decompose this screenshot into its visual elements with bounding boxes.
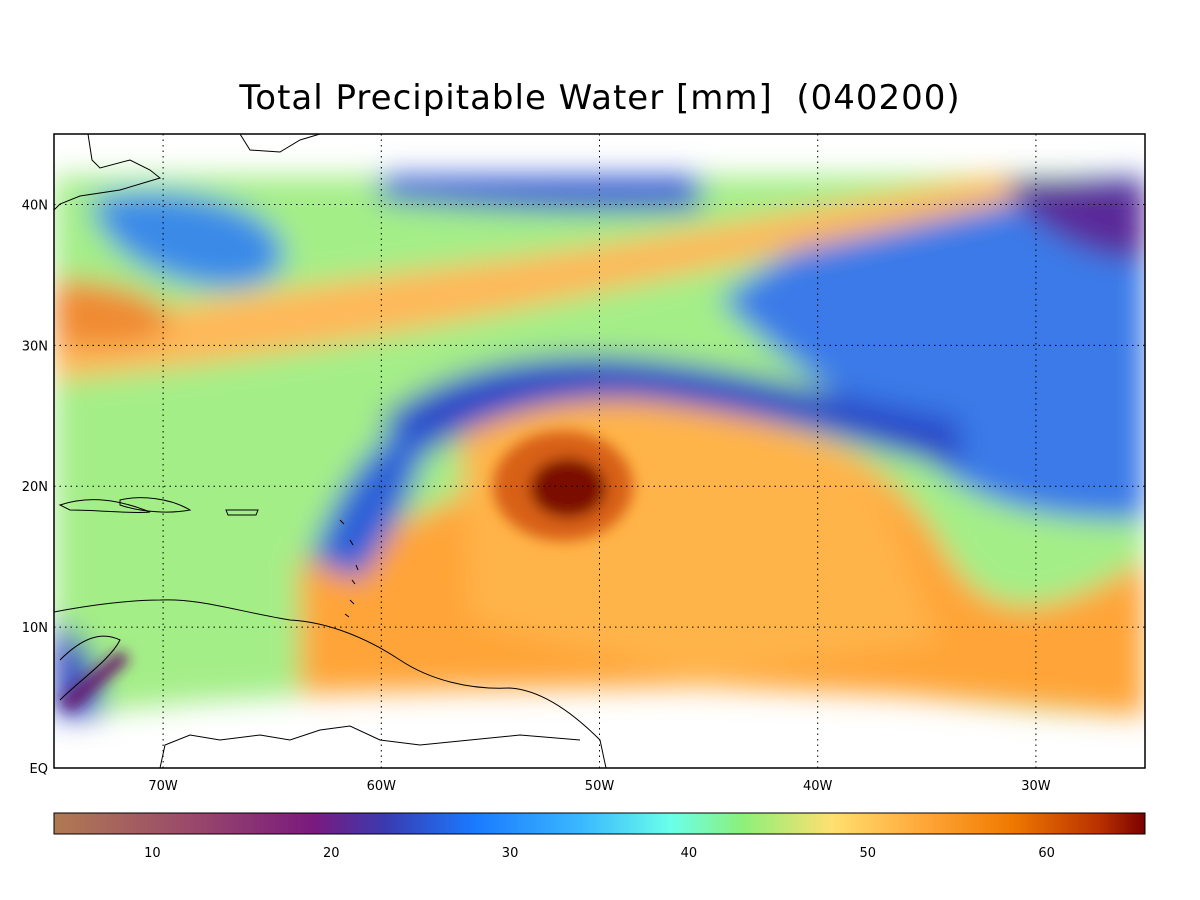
colorbar-tick-label: 30 — [502, 846, 519, 861]
colorbar-tick-label: 20 — [323, 846, 340, 861]
lat-tick-label: 40N — [22, 198, 48, 213]
coastline-cuba — [58, 499, 151, 514]
field-dry-north — [380, 176, 700, 212]
lon-tick-label: 40W — [803, 779, 833, 794]
field-warm-west — [54, 280, 170, 347]
field-dry-band — [380, 356, 960, 470]
colorbar-tick-label: 10 — [144, 846, 161, 861]
colorbar-tick-label: 60 — [1038, 846, 1055, 861]
coastline-south-america — [53, 599, 607, 769]
coastline-north-america — [53, 133, 162, 211]
colorbar-tick-label: 40 — [681, 846, 698, 861]
colorbar — [53, 812, 1146, 835]
tpw-field — [54, 176, 1145, 716]
colorbar-labels: 10 20 30 40 50 60 — [144, 846, 1055, 861]
lat-tick-label: 10N — [22, 621, 48, 636]
coastline-central-america — [59, 635, 121, 701]
coastline-hispaniola — [119, 497, 192, 513]
colorbar-tick-label: 50 — [860, 846, 877, 861]
coastline-newfoundland — [239, 133, 321, 153]
coastline-puerto-rico — [225, 509, 259, 516]
field-dry-ne — [720, 176, 1145, 520]
storm-core — [530, 458, 606, 518]
field-dry-streak — [310, 420, 422, 580]
map-frame — [53, 133, 1146, 769]
lon-tick-label: 60W — [367, 779, 397, 794]
lat-tick-label: 20N — [22, 480, 48, 495]
lon-tick-label: 50W — [585, 779, 615, 794]
lat-tick-label: EQ — [30, 762, 48, 777]
map-title: Total Precipitable Water [mm] (040200) — [239, 78, 961, 118]
field-purple-streak — [60, 650, 130, 712]
lesser-antilles — [339, 519, 359, 618]
lon-tick-label: 70W — [148, 779, 178, 794]
axis-labels: 70W 60W 50W 40W 30W EQ 10N 20N 30N 40N — [22, 198, 1051, 794]
lon-tick-label: 30W — [1021, 779, 1051, 794]
field-dry-nw — [90, 192, 284, 288]
lat-tick-label: 30N — [22, 339, 48, 354]
coastlines — [53, 133, 607, 769]
field-warm-belt — [54, 176, 1020, 380]
gridlines — [54, 134, 1145, 768]
